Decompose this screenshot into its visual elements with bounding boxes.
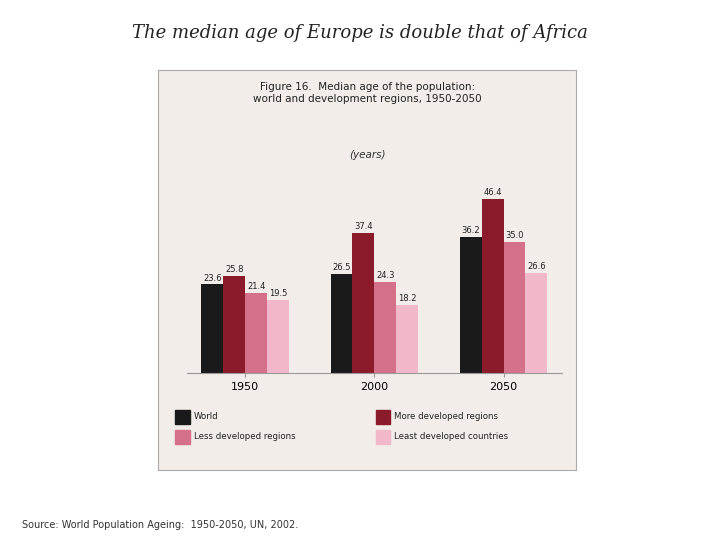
Text: 24.3: 24.3 — [376, 271, 395, 280]
Bar — [482, 199, 503, 373]
Text: 46.4: 46.4 — [483, 188, 502, 197]
Text: Least developed countries: Least developed countries — [395, 432, 508, 441]
Text: 26.6: 26.6 — [527, 262, 546, 271]
Bar — [175, 430, 190, 444]
Text: 26.5: 26.5 — [332, 262, 351, 272]
Text: Less developed regions: Less developed regions — [194, 432, 295, 441]
Text: 23.6: 23.6 — [203, 273, 222, 282]
Bar — [376, 410, 390, 424]
Text: The median age of Europe is double that of Africa: The median age of Europe is double that … — [132, 24, 588, 42]
Bar — [396, 305, 418, 373]
Bar — [353, 233, 374, 373]
Text: 36.2: 36.2 — [462, 226, 480, 235]
Text: 18.2: 18.2 — [398, 294, 417, 303]
Bar — [223, 276, 246, 373]
Bar — [267, 300, 289, 373]
Bar — [376, 430, 390, 444]
Bar — [503, 242, 526, 373]
Text: More developed regions: More developed regions — [395, 412, 498, 421]
Text: 37.4: 37.4 — [354, 222, 373, 231]
Text: 19.5: 19.5 — [269, 289, 287, 298]
Bar — [374, 282, 396, 373]
Bar — [459, 237, 482, 373]
Text: Source: World Population Ageing:  1950-2050, UN, 2002.: Source: World Population Ageing: 1950-20… — [22, 520, 298, 530]
Text: 21.4: 21.4 — [247, 282, 266, 291]
Text: World: World — [194, 412, 219, 421]
Bar — [526, 273, 547, 373]
Bar — [246, 293, 267, 373]
Text: Figure 16.  Median age of the population:
world and development regions, 1950-20: Figure 16. Median age of the population:… — [253, 82, 482, 104]
Text: 35.0: 35.0 — [505, 231, 523, 240]
Bar — [175, 410, 190, 424]
Text: (years): (years) — [349, 150, 385, 160]
Bar — [202, 285, 223, 373]
Bar — [330, 274, 353, 373]
Text: 25.8: 25.8 — [225, 265, 243, 274]
